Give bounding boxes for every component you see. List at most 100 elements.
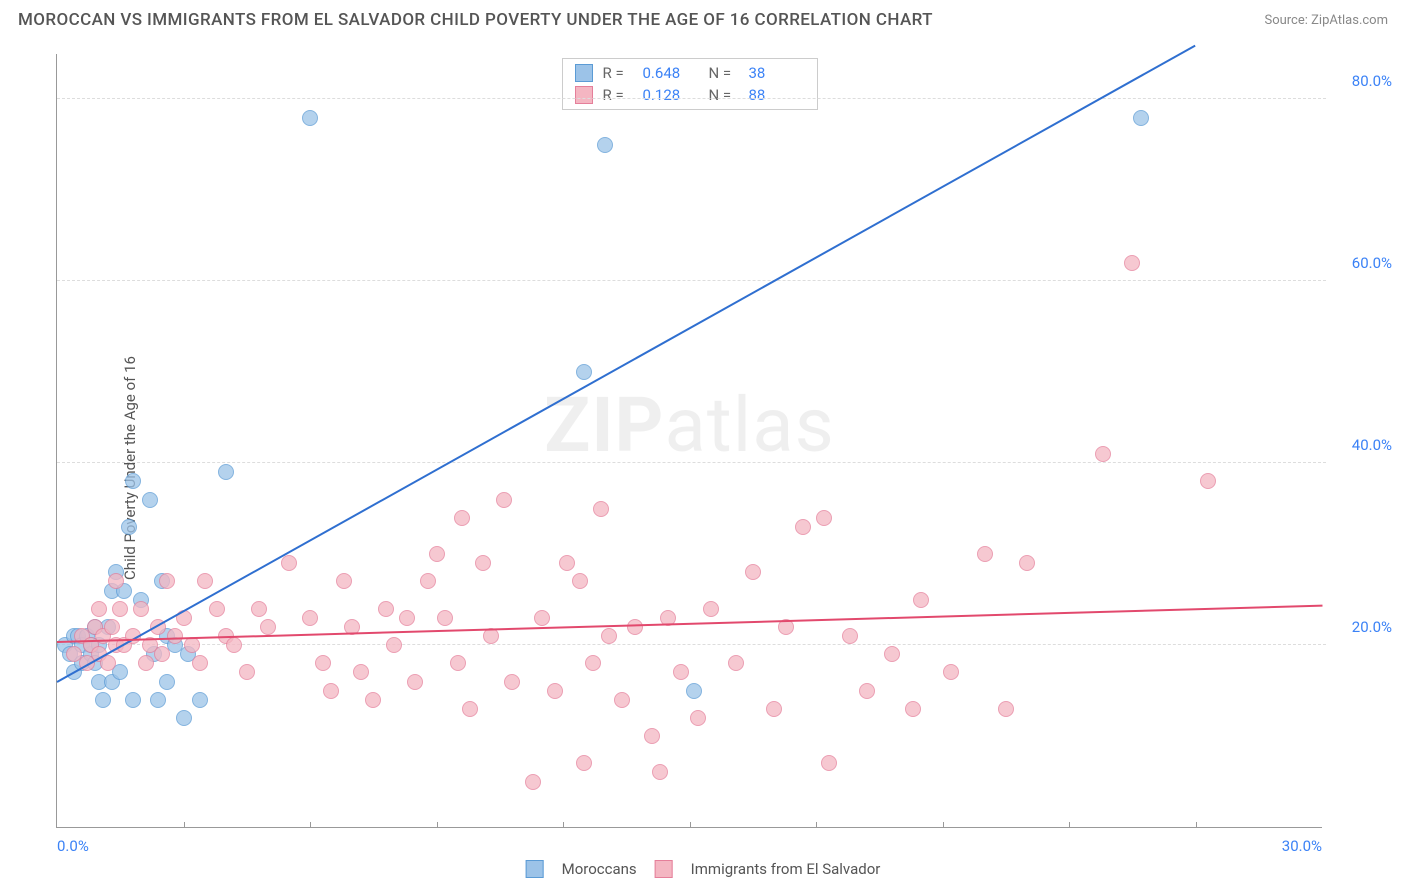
scatter-point — [260, 619, 276, 635]
scatter-point — [597, 137, 613, 153]
x-tick-label: 30.0% — [1282, 837, 1322, 855]
scatter-point — [766, 701, 782, 717]
x-minor-tick — [437, 822, 438, 828]
scatter-point — [365, 692, 381, 708]
stat-n-label: N = — [709, 86, 739, 104]
scatter-point — [585, 655, 601, 671]
scatter-point — [226, 637, 242, 653]
scatter-point — [378, 601, 394, 617]
scatter-point — [821, 755, 837, 771]
scatter-point — [816, 510, 832, 526]
gridline-h — [57, 280, 1326, 281]
scatter-point — [121, 519, 137, 535]
legend-series-label: Immigrants from El Salvador — [691, 860, 881, 878]
stat-n-label: N = — [709, 64, 739, 82]
scatter-point — [1095, 446, 1111, 462]
x-minor-tick — [690, 822, 691, 828]
header-row: MOROCCAN VS IMMIGRANTS FROM EL SALVADOR … — [0, 0, 1406, 34]
scatter-point — [572, 573, 588, 589]
scatter-point — [95, 692, 111, 708]
gridline-h — [57, 462, 1326, 463]
legend-swatch — [526, 860, 544, 878]
x-minor-tick — [310, 822, 311, 828]
scatter-point — [302, 610, 318, 626]
scatter-point — [142, 492, 158, 508]
scatter-point — [91, 601, 107, 617]
legend-swatch — [575, 64, 593, 82]
gridline-h — [57, 644, 1326, 645]
scatter-point — [998, 701, 1014, 717]
scatter-point — [386, 637, 402, 653]
scatter-point — [913, 592, 929, 608]
scatter-point — [336, 573, 352, 589]
scatter-point — [534, 610, 550, 626]
scatter-point — [1124, 255, 1140, 271]
legend-swatch — [655, 860, 673, 878]
scatter-point — [454, 510, 470, 526]
scatter-point — [496, 492, 512, 508]
scatter-point — [315, 655, 331, 671]
scatter-point — [504, 674, 520, 690]
scatter-point — [218, 464, 234, 480]
scatter-point — [1133, 110, 1149, 126]
y-tick-label: 20.0% — [1332, 618, 1392, 636]
scatter-point — [576, 364, 592, 380]
scatter-point — [690, 710, 706, 726]
x-minor-tick — [1069, 822, 1070, 828]
x-minor-tick — [943, 822, 944, 828]
scatter-point — [197, 573, 213, 589]
legend-series-label: Moroccans — [562, 860, 637, 878]
scatter-point — [627, 619, 643, 635]
scatter-point — [576, 755, 592, 771]
x-minor-tick — [1196, 822, 1197, 828]
scatter-point — [209, 601, 225, 617]
scatter-point — [176, 710, 192, 726]
scatter-point — [1019, 555, 1035, 571]
scatter-point — [239, 664, 255, 680]
series-legend: Moroccans Immigrants from El Salvador — [526, 860, 881, 878]
scatter-point — [251, 601, 267, 617]
scatter-point — [104, 619, 120, 635]
scatter-point — [652, 764, 668, 780]
scatter-point — [644, 728, 660, 744]
scatter-point — [745, 564, 761, 580]
scatter-point — [475, 555, 491, 571]
x-minor-tick — [184, 822, 185, 828]
scatter-point — [159, 573, 175, 589]
scatter-point — [125, 473, 141, 489]
x-tick-label: 0.0% — [57, 837, 89, 855]
scatter-point — [167, 628, 183, 644]
scatter-point — [943, 664, 959, 680]
scatter-point — [1200, 473, 1216, 489]
scatter-point — [108, 573, 124, 589]
stat-n-value: 38 — [749, 64, 805, 82]
stats-legend: R =0.648N =38R =0.128N =88 — [562, 58, 818, 110]
scatter-point — [150, 692, 166, 708]
trend-line — [57, 604, 1322, 642]
y-tick-label: 40.0% — [1332, 436, 1392, 454]
scatter-point — [547, 683, 563, 699]
scatter-point — [192, 692, 208, 708]
scatter-point — [133, 601, 149, 617]
source-label: Source: ZipAtlas.com — [1264, 13, 1388, 28]
scatter-point — [154, 646, 170, 662]
scatter-point — [281, 555, 297, 571]
scatter-point — [525, 774, 541, 790]
y-tick-label: 60.0% — [1332, 254, 1392, 272]
trend-line — [57, 45, 1196, 683]
scatter-point — [159, 674, 175, 690]
x-minor-tick — [563, 822, 564, 828]
scatter-point — [399, 610, 415, 626]
scatter-point — [593, 501, 609, 517]
scatter-point — [673, 664, 689, 680]
stat-r-label: R = — [603, 64, 633, 82]
scatter-point — [859, 683, 875, 699]
scatter-point — [450, 655, 466, 671]
scatter-point — [407, 674, 423, 690]
scatter-point — [437, 610, 453, 626]
gridline-h — [57, 98, 1326, 99]
scatter-point — [795, 519, 811, 535]
scatter-point — [614, 692, 630, 708]
x-minor-tick — [816, 822, 817, 828]
scatter-point — [125, 692, 141, 708]
